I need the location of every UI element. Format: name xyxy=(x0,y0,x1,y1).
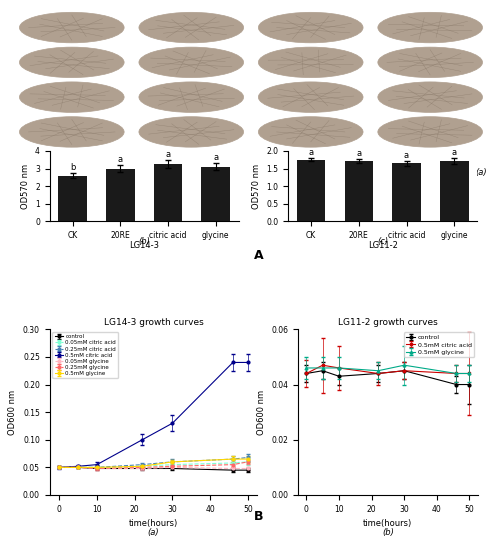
Bar xyxy=(392,163,421,222)
Title: LG11-2 growth curves: LG11-2 growth curves xyxy=(338,318,438,327)
Bar xyxy=(201,167,230,222)
X-axis label: time(hours): time(hours) xyxy=(363,519,413,529)
Circle shape xyxy=(139,82,244,112)
Circle shape xyxy=(378,47,483,78)
Text: B: B xyxy=(253,509,263,522)
Text: (a): (a) xyxy=(476,168,487,178)
Y-axis label: OD570 nm: OD570 nm xyxy=(252,163,261,208)
Text: a: a xyxy=(166,150,170,159)
Text: A: A xyxy=(253,249,263,262)
Text: LG14-3: LG14-3 xyxy=(119,162,150,172)
X-axis label: time(hours): time(hours) xyxy=(129,519,178,529)
Circle shape xyxy=(139,47,244,78)
Text: (b): (b) xyxy=(138,237,150,246)
Circle shape xyxy=(258,12,363,43)
Y-axis label: OD600 nm: OD600 nm xyxy=(8,389,17,434)
Legend: control, 0.05mM citric acid, 0.25mM citric acid, 0.5mM citric acid, 0.05mM glyci: control, 0.05mM citric acid, 0.25mM citr… xyxy=(53,332,118,378)
Text: (c): (c) xyxy=(377,237,388,246)
Bar xyxy=(58,175,87,222)
Circle shape xyxy=(378,117,483,147)
Circle shape xyxy=(258,117,363,147)
Text: b: b xyxy=(70,163,75,172)
Bar xyxy=(440,161,469,222)
Text: a: a xyxy=(118,156,123,164)
Circle shape xyxy=(19,117,124,147)
Text: a: a xyxy=(213,153,218,162)
Bar xyxy=(297,160,326,222)
Text: (b): (b) xyxy=(382,528,394,537)
Bar xyxy=(154,164,182,222)
X-axis label: LG14-3: LG14-3 xyxy=(129,241,159,250)
X-axis label: LG11-2: LG11-2 xyxy=(368,241,398,250)
Text: a: a xyxy=(309,148,314,157)
Circle shape xyxy=(19,47,124,78)
Circle shape xyxy=(139,12,244,43)
Circle shape xyxy=(139,117,244,147)
Circle shape xyxy=(19,82,124,112)
Circle shape xyxy=(378,82,483,112)
Legend: control, 0.5mM citric acid, 0.5mM glycine: control, 0.5mM citric acid, 0.5mM glycin… xyxy=(404,332,475,358)
Text: (a): (a) xyxy=(148,528,160,537)
Text: a: a xyxy=(452,148,457,157)
Text: a: a xyxy=(356,149,361,158)
Bar xyxy=(344,161,373,222)
Text: LG11-2: LG11-2 xyxy=(358,162,388,172)
Text: a: a xyxy=(404,151,409,160)
Circle shape xyxy=(378,12,483,43)
Title: LG14-3 growth curves: LG14-3 growth curves xyxy=(104,318,203,327)
Y-axis label: OD570 nm: OD570 nm xyxy=(20,163,29,208)
Y-axis label: OD600 nm: OD600 nm xyxy=(257,389,266,434)
Circle shape xyxy=(258,82,363,112)
Circle shape xyxy=(19,12,124,43)
Bar xyxy=(106,168,135,222)
Circle shape xyxy=(258,47,363,78)
